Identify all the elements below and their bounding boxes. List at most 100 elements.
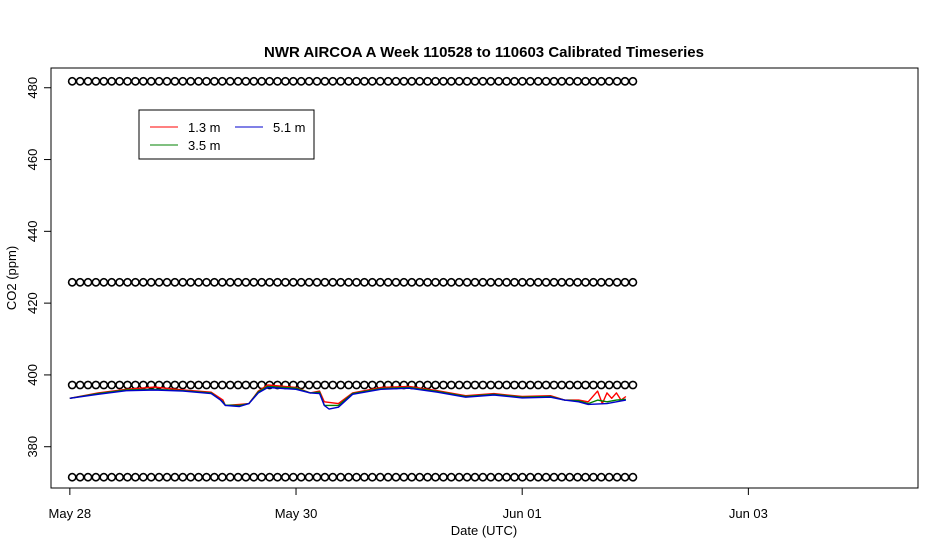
reference-marker bbox=[75, 277, 85, 287]
reference-marker bbox=[154, 76, 164, 86]
reference-marker bbox=[438, 472, 448, 482]
reference-marker bbox=[628, 277, 638, 287]
legend-label-5-1m: 5.1 m bbox=[273, 120, 306, 135]
reference-marker bbox=[91, 380, 101, 390]
reference-marker bbox=[367, 380, 377, 390]
reference-marker bbox=[344, 380, 353, 390]
reference-marker bbox=[502, 76, 511, 86]
reference-marker bbox=[312, 380, 322, 390]
reference-marker bbox=[67, 76, 77, 86]
chart-title: NWR AIRCOA A Week 110528 to 110603 Calib… bbox=[264, 44, 704, 61]
reference-marker bbox=[407, 76, 417, 86]
reference-marker bbox=[494, 472, 504, 482]
reference-marker bbox=[83, 76, 93, 86]
reference-marker bbox=[280, 76, 290, 86]
reference-marker bbox=[328, 277, 338, 287]
reference-marker bbox=[99, 380, 109, 390]
reference-marker bbox=[273, 277, 282, 287]
reference-marker bbox=[115, 472, 124, 482]
reference-marker bbox=[470, 76, 480, 86]
series-line-5-1-m bbox=[69, 386, 627, 410]
reference-marker bbox=[336, 472, 346, 482]
reference-marker bbox=[454, 76, 464, 86]
reference-marker bbox=[478, 472, 488, 482]
reference-marker bbox=[415, 277, 425, 287]
reference-marker bbox=[99, 76, 109, 86]
reference-marker bbox=[249, 380, 259, 390]
reference-marker bbox=[391, 76, 401, 86]
reference-marker bbox=[107, 277, 117, 287]
reference-marker bbox=[486, 277, 496, 287]
reference-marker bbox=[265, 76, 274, 86]
reference-marker bbox=[470, 380, 480, 390]
x-tick-label: Jun 01 bbox=[503, 506, 542, 521]
reference-marker bbox=[202, 380, 211, 390]
reference-marker bbox=[620, 472, 630, 482]
reference-marker bbox=[533, 277, 543, 287]
reference-marker bbox=[502, 472, 511, 482]
reference-marker bbox=[549, 472, 559, 482]
reference-marker bbox=[75, 76, 85, 86]
reference-marker bbox=[194, 76, 203, 86]
reference-marker bbox=[407, 472, 417, 482]
x-tick-label: Jun 03 bbox=[729, 506, 768, 521]
reference-marker bbox=[217, 76, 227, 86]
reference-marker bbox=[170, 472, 180, 482]
reference-marker bbox=[257, 277, 267, 287]
legend: 1.3 m 3.5 m 5.1 m bbox=[138, 109, 315, 160]
y-axis-label: CO2 (ppm) bbox=[4, 246, 19, 310]
reference-marker bbox=[541, 472, 551, 482]
reference-marker bbox=[431, 277, 440, 287]
reference-marker bbox=[557, 380, 567, 390]
reference-marker bbox=[446, 76, 456, 86]
reference-marker bbox=[518, 277, 527, 287]
reference-marker bbox=[217, 277, 227, 287]
reference-marker bbox=[462, 76, 472, 86]
reference-markers bbox=[67, 76, 638, 482]
reference-marker bbox=[486, 76, 496, 86]
reference-marker bbox=[612, 380, 622, 390]
reference-marker bbox=[162, 472, 172, 482]
reference-marker bbox=[423, 76, 432, 86]
reference-marker bbox=[312, 76, 322, 86]
reference-marker bbox=[352, 277, 361, 287]
reference-marker bbox=[581, 277, 590, 287]
reference-marker bbox=[533, 472, 543, 482]
reference-marker bbox=[533, 380, 543, 390]
reference-marker bbox=[312, 277, 322, 287]
reference-marker bbox=[217, 472, 227, 482]
reference-marker bbox=[486, 472, 496, 482]
reference-marker bbox=[91, 472, 101, 482]
reference-marker bbox=[367, 277, 377, 287]
reference-marker bbox=[130, 277, 140, 287]
reference-marker bbox=[67, 472, 77, 482]
reference-marker bbox=[296, 277, 306, 287]
reference-marker bbox=[359, 472, 369, 482]
reference-marker bbox=[328, 76, 338, 86]
legend-label-1-3m: 1.3 m bbox=[188, 120, 221, 135]
reference-marker bbox=[67, 380, 77, 390]
reference-marker bbox=[565, 76, 575, 86]
reference-marker bbox=[431, 380, 440, 390]
reference-marker bbox=[202, 76, 211, 86]
reference-marker bbox=[502, 380, 511, 390]
reference-marker bbox=[612, 76, 622, 86]
legend-box bbox=[138, 109, 315, 160]
reference-marker bbox=[502, 277, 511, 287]
reference-marker bbox=[225, 472, 235, 482]
reference-marker bbox=[91, 76, 101, 86]
reference-marker bbox=[225, 277, 235, 287]
reference-marker bbox=[359, 380, 369, 390]
reference-marker bbox=[336, 277, 346, 287]
reference-marker bbox=[344, 472, 353, 482]
reference-marker bbox=[209, 472, 219, 482]
reference-marker bbox=[178, 472, 188, 482]
reference-marker bbox=[596, 76, 606, 86]
reference-marker bbox=[280, 277, 290, 287]
reference-marker bbox=[604, 277, 614, 287]
reference-marker bbox=[549, 76, 559, 86]
reference-marker bbox=[612, 472, 622, 482]
reference-marker bbox=[83, 277, 93, 287]
reference-marker bbox=[454, 277, 464, 287]
reference-marker bbox=[431, 76, 440, 86]
